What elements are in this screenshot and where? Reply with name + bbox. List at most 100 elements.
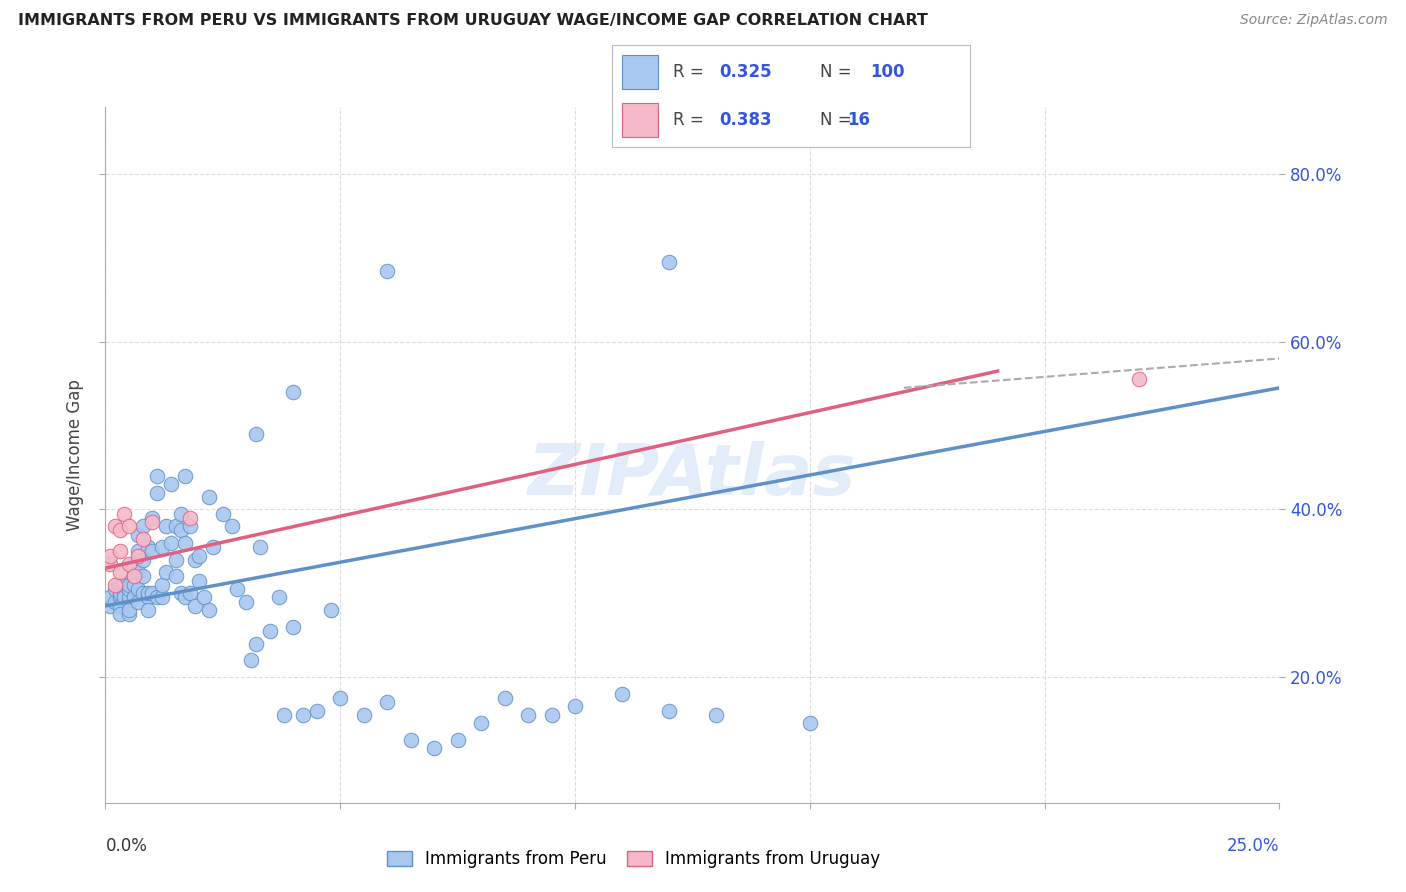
Point [540, 707, 562, 722]
Text: 100: 100 [870, 62, 904, 81]
Point [132, 586, 155, 600]
Point [353, 707, 375, 722]
Point [249, 540, 271, 554]
Point [188, 549, 211, 563]
Point [104, 582, 127, 596]
Legend: Immigrants from Peru, Immigrants from Uruguay: Immigrants from Peru, Immigrants from Ur… [381, 843, 887, 874]
Point [269, 591, 291, 605]
Point [211, 507, 233, 521]
Point [169, 586, 191, 600]
Point [179, 510, 201, 524]
Text: 0.383: 0.383 [720, 111, 772, 129]
Point [160, 477, 183, 491]
Text: 0.0%: 0.0% [105, 837, 148, 855]
Point [118, 582, 141, 596]
Text: 25.0%: 25.0% [1227, 837, 1279, 855]
Point [118, 591, 141, 605]
Point [658, 255, 681, 269]
Point [136, 603, 159, 617]
Point [112, 586, 135, 600]
Point [122, 578, 145, 592]
Point [127, 549, 149, 563]
Point [273, 707, 295, 722]
Point [150, 540, 173, 554]
Text: N =: N = [820, 111, 856, 129]
Point [494, 691, 516, 706]
Point [104, 594, 127, 608]
Y-axis label: Wage/Income Gap: Wage/Income Gap [66, 379, 84, 531]
Point [245, 427, 267, 442]
Point [108, 607, 131, 622]
Text: ZIPAtlas: ZIPAtlas [529, 442, 856, 510]
Point [226, 582, 249, 596]
Point [399, 733, 422, 747]
Text: N =: N = [820, 62, 856, 81]
Point [122, 569, 145, 583]
Point [470, 716, 492, 731]
Point [150, 578, 173, 592]
Point [127, 594, 149, 608]
Point [141, 544, 163, 558]
Point [104, 519, 127, 533]
Point [423, 741, 446, 756]
Text: 0.325: 0.325 [720, 62, 772, 81]
Point [146, 591, 169, 605]
Point [104, 578, 127, 592]
Point [329, 691, 352, 706]
Point [704, 707, 727, 722]
Point [283, 385, 305, 400]
Point [283, 620, 305, 634]
Point [132, 519, 155, 533]
Point [375, 695, 398, 709]
Point [98, 549, 121, 563]
Point [183, 552, 205, 566]
Point [132, 569, 155, 583]
Point [132, 532, 155, 546]
Point [564, 699, 586, 714]
Point [98, 599, 121, 613]
Point [375, 263, 398, 277]
Point [127, 566, 149, 580]
Text: IMMIGRANTS FROM PERU VS IMMIGRANTS FROM URUGUAY WAGE/INCOME GAP CORRELATION CHAR: IMMIGRANTS FROM PERU VS IMMIGRANTS FROM … [18, 13, 928, 29]
Point [136, 586, 159, 600]
Point [132, 552, 155, 566]
Point [165, 519, 187, 533]
Point [155, 566, 177, 580]
Point [1128, 372, 1150, 386]
Point [108, 524, 131, 538]
Point [319, 603, 342, 617]
Point [179, 519, 201, 533]
Text: R =: R = [672, 62, 709, 81]
Point [122, 569, 145, 583]
Point [197, 603, 219, 617]
Point [136, 540, 159, 554]
Point [118, 519, 141, 533]
Point [165, 569, 187, 583]
Point [122, 591, 145, 605]
Point [305, 704, 328, 718]
Point [160, 536, 183, 550]
Point [98, 557, 121, 571]
Point [112, 591, 135, 605]
Point [193, 591, 215, 605]
Point [658, 704, 681, 718]
Point [221, 519, 243, 533]
Point [155, 519, 177, 533]
Point [108, 566, 131, 580]
Point [174, 591, 197, 605]
Point [118, 607, 141, 622]
Point [112, 578, 135, 592]
Point [122, 557, 145, 571]
Point [141, 510, 163, 524]
Point [118, 557, 141, 571]
Point [141, 586, 163, 600]
Point [169, 507, 191, 521]
Point [146, 468, 169, 483]
Point [118, 578, 141, 592]
Point [197, 490, 219, 504]
Point [127, 527, 149, 541]
Point [108, 586, 131, 600]
Point [799, 716, 821, 731]
Point [174, 468, 197, 483]
FancyBboxPatch shape [623, 55, 658, 88]
